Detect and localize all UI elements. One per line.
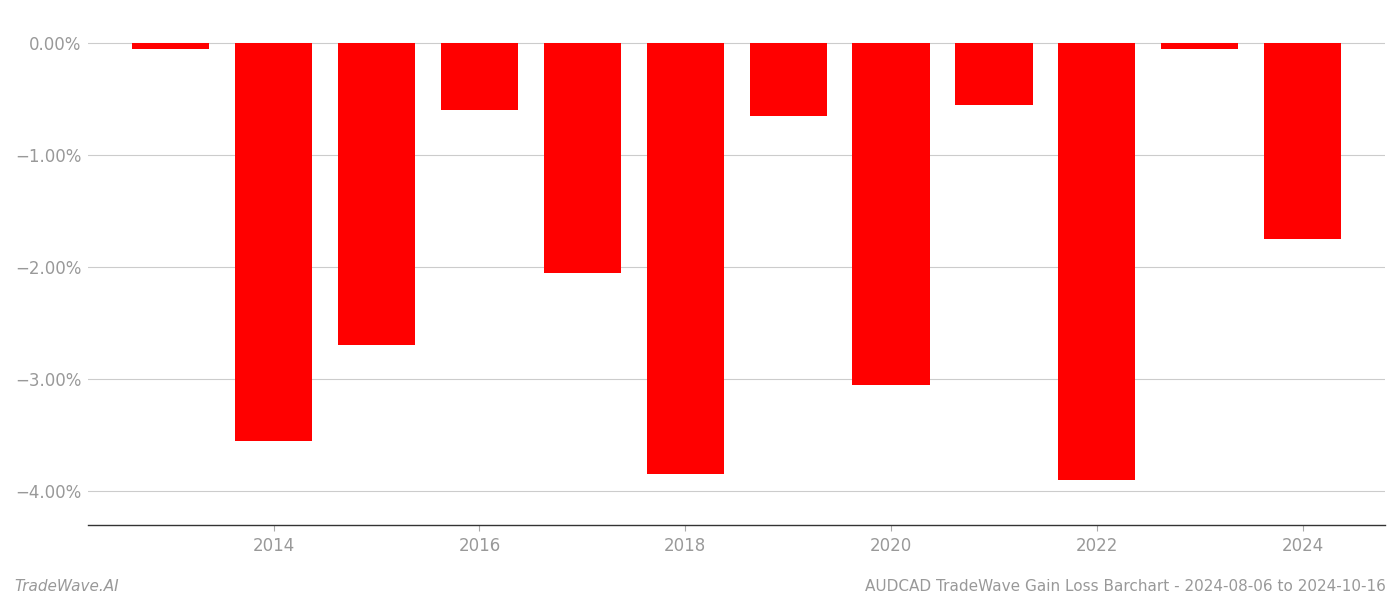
Bar	[132, 43, 209, 49]
Bar	[955, 43, 1033, 104]
Bar	[1058, 43, 1135, 480]
Bar	[749, 43, 827, 116]
Text: TradeWave.AI: TradeWave.AI	[14, 579, 119, 594]
Bar	[647, 43, 724, 474]
Bar	[337, 43, 414, 346]
Bar	[853, 43, 930, 385]
Text: AUDCAD TradeWave Gain Loss Barchart - 2024-08-06 to 2024-10-16: AUDCAD TradeWave Gain Loss Barchart - 20…	[865, 579, 1386, 594]
Bar	[1161, 43, 1239, 49]
Bar	[543, 43, 620, 272]
Bar	[441, 43, 518, 110]
Bar	[1264, 43, 1341, 239]
Bar	[235, 43, 312, 440]
